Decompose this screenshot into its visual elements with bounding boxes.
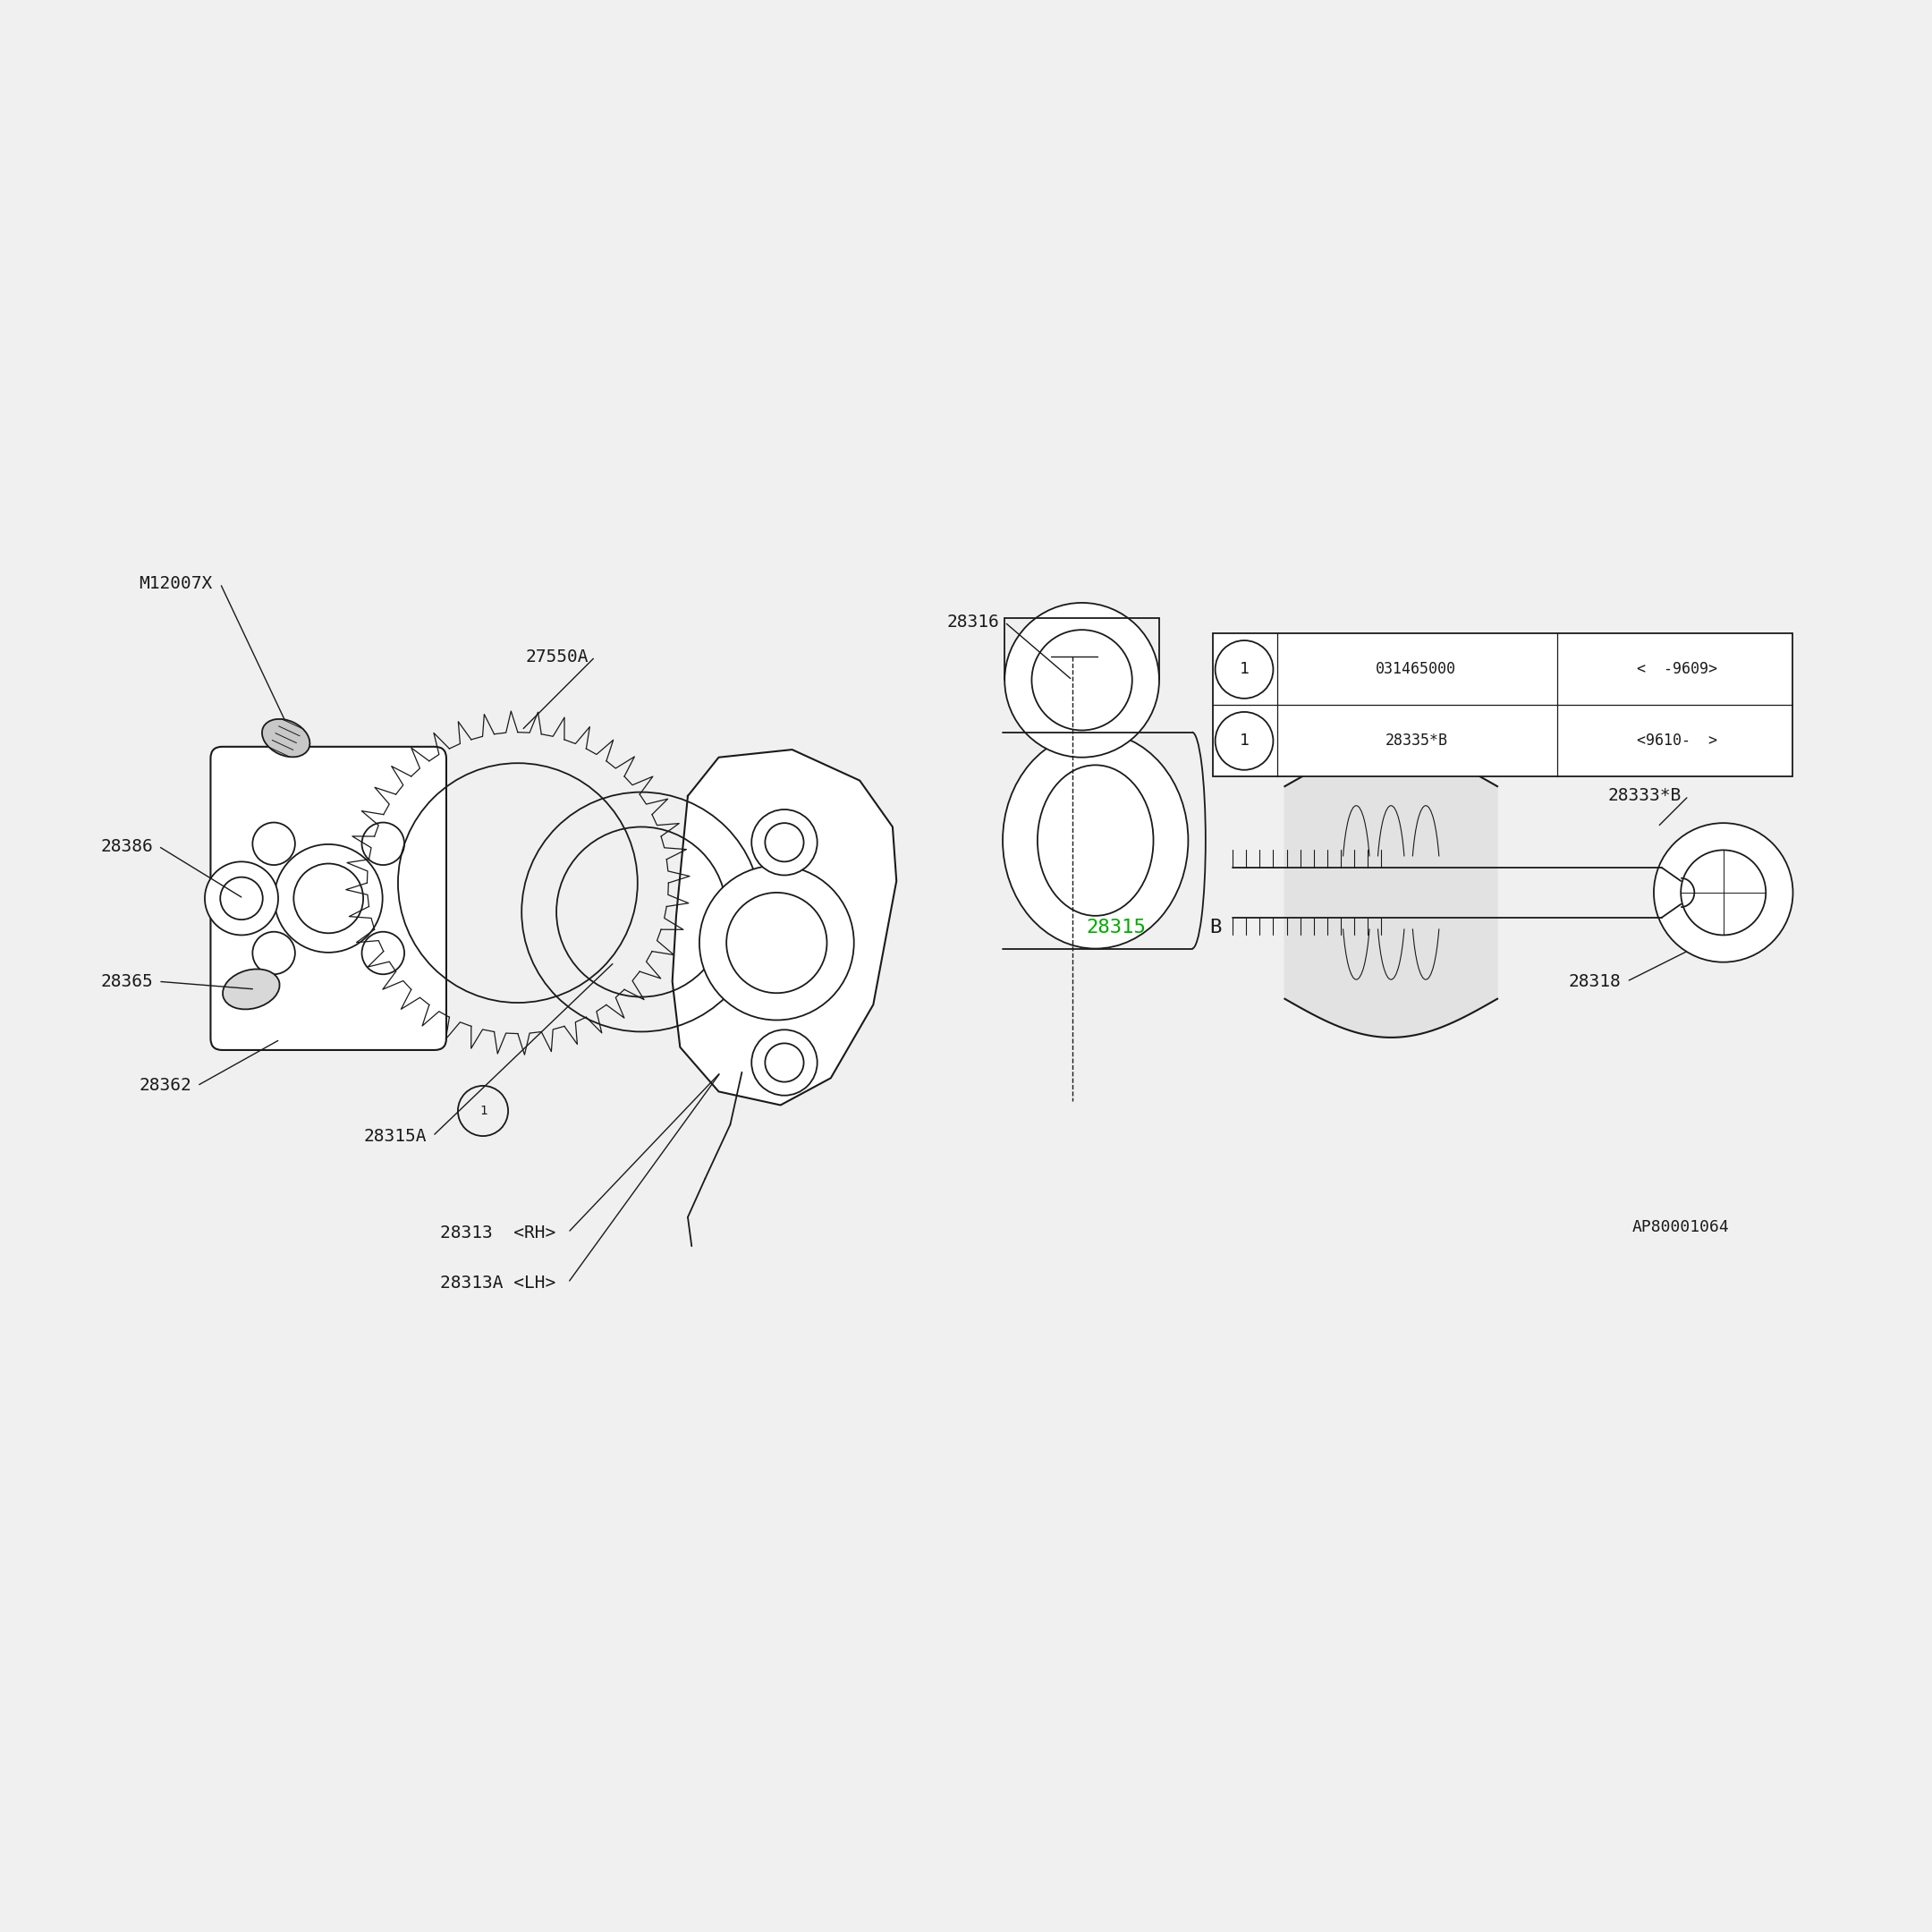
Circle shape [253,823,296,866]
Circle shape [1005,603,1159,757]
Polygon shape [1285,748,1497,1037]
Text: 031465000: 031465000 [1376,661,1457,678]
Ellipse shape [222,970,280,1009]
Text: 27550A: 27550A [526,649,589,665]
Text: <  -9609>: < -9609> [1636,661,1718,678]
Circle shape [699,866,854,1020]
Ellipse shape [263,719,309,757]
Text: 28335*B: 28335*B [1385,732,1447,750]
Text: 28315A: 28315A [363,1128,427,1144]
Ellipse shape [1003,732,1188,949]
Text: AP80001064: AP80001064 [1633,1219,1729,1235]
Bar [1213,634,1793,777]
Text: 28365: 28365 [100,974,153,989]
Text: <9610-  >: <9610- > [1636,732,1718,750]
Text: 28313  <RH>: 28313 <RH> [440,1225,556,1240]
Polygon shape [672,750,896,1105]
Circle shape [205,862,278,935]
Circle shape [253,931,296,974]
Text: 1: 1 [1238,661,1250,678]
Circle shape [361,823,404,866]
Circle shape [361,931,404,974]
Text: 28315: 28315 [1086,918,1146,937]
Text: 28386: 28386 [100,838,153,854]
Circle shape [752,1030,817,1095]
Text: 1: 1 [479,1105,487,1117]
Circle shape [274,844,383,952]
Text: B: B [1209,918,1221,937]
Circle shape [1654,823,1793,962]
FancyBboxPatch shape [211,746,446,1049]
Text: 28313A <LH>: 28313A <LH> [440,1275,556,1291]
Text: 1: 1 [1238,732,1250,750]
Text: M12007X: M12007X [139,576,213,591]
Text: 28318: 28318 [1569,974,1621,989]
Text: 28362: 28362 [139,1078,191,1094]
Text: 28316: 28316 [947,614,999,630]
Text: 28333*B: 28333*B [1607,788,1681,804]
Circle shape [752,810,817,875]
